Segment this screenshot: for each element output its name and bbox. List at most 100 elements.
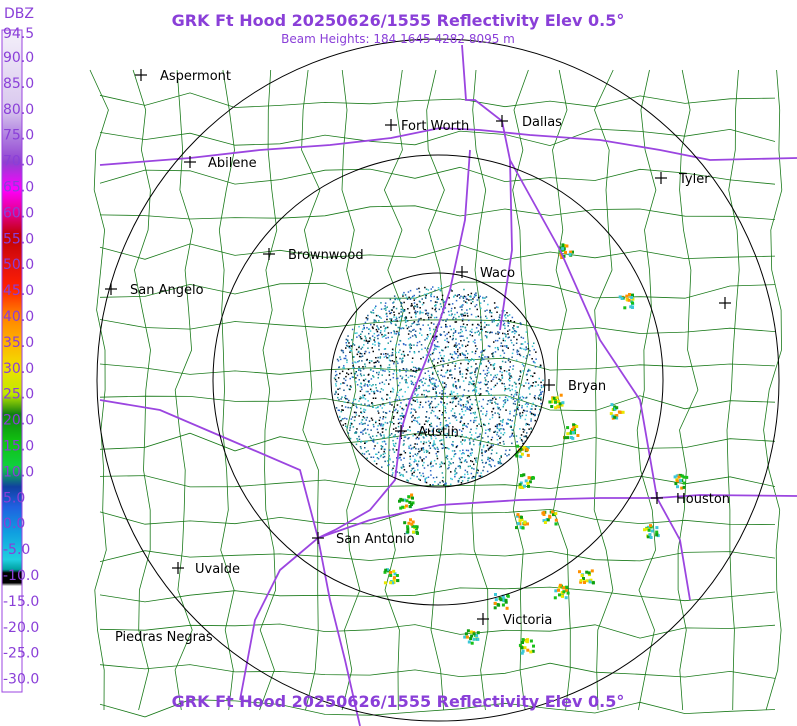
echo — [534, 419, 536, 422]
echo — [414, 417, 416, 419]
echo — [441, 294, 444, 297]
echo — [359, 352, 361, 355]
echo — [433, 459, 436, 462]
echo — [392, 306, 395, 309]
echo — [355, 381, 357, 383]
echo — [345, 344, 348, 347]
echo — [431, 430, 434, 433]
echo — [365, 419, 367, 421]
echo — [469, 419, 472, 422]
echo — [393, 444, 395, 447]
echo — [363, 344, 365, 346]
echo — [393, 415, 395, 418]
echo — [362, 429, 364, 432]
echo — [389, 378, 392, 381]
echo — [346, 359, 348, 361]
echo — [410, 522, 414, 526]
echo — [410, 408, 413, 410]
echo — [422, 384, 424, 387]
echo — [366, 384, 369, 386]
echo — [481, 449, 483, 451]
echo — [462, 380, 465, 382]
echo — [507, 418, 509, 421]
city-label: Dallas — [522, 115, 562, 130]
echo — [655, 530, 659, 534]
echo — [514, 330, 517, 332]
echo — [568, 252, 572, 256]
echo — [458, 457, 461, 459]
echo — [407, 521, 411, 525]
county-line — [593, 69, 614, 711]
echo — [434, 305, 436, 307]
echo — [489, 309, 491, 312]
echo — [413, 344, 415, 346]
echo — [338, 366, 341, 368]
echo — [412, 322, 415, 324]
echo — [381, 407, 383, 409]
echo — [353, 419, 356, 422]
echo — [387, 353, 389, 355]
echo — [394, 323, 397, 326]
echo — [488, 458, 490, 460]
echo — [510, 426, 512, 428]
echo — [484, 356, 486, 358]
county-line — [218, 69, 235, 711]
echo — [518, 483, 522, 487]
echo — [487, 356, 490, 358]
city-label: Austin — [418, 425, 459, 440]
echo — [453, 391, 455, 393]
city-label: San Antonio — [336, 532, 415, 547]
echo — [505, 449, 507, 452]
echo — [382, 423, 385, 426]
echo — [447, 434, 449, 437]
echo — [383, 404, 386, 406]
echo — [533, 372, 536, 374]
echo — [534, 362, 536, 364]
echo — [349, 407, 352, 409]
echo — [391, 336, 393, 338]
echo — [625, 294, 629, 298]
echo — [680, 486, 684, 490]
echo — [343, 357, 345, 360]
echo — [405, 403, 408, 406]
echo — [647, 525, 651, 529]
echo — [497, 331, 499, 333]
echo — [493, 431, 495, 433]
echo — [476, 404, 478, 406]
echo — [408, 312, 411, 314]
echo — [411, 467, 413, 470]
echo — [355, 403, 357, 405]
echo — [389, 401, 391, 404]
echo — [677, 473, 681, 477]
echo — [471, 403, 474, 406]
echo — [530, 428, 533, 430]
echo — [360, 348, 362, 350]
echo — [362, 397, 365, 399]
echo — [346, 398, 349, 400]
echo — [491, 414, 494, 416]
echo — [454, 321, 456, 323]
echo — [398, 398, 401, 400]
echo — [509, 361, 511, 363]
echo — [441, 443, 444, 446]
echo — [419, 457, 422, 459]
echo — [459, 335, 461, 338]
echo — [475, 457, 478, 459]
echo — [502, 440, 505, 443]
echo — [481, 329, 483, 332]
echo — [368, 393, 371, 395]
echo — [508, 336, 510, 338]
echo — [459, 371, 461, 373]
echo — [499, 598, 503, 602]
echo — [414, 460, 416, 462]
echo — [472, 637, 476, 641]
echo — [446, 396, 449, 399]
echo — [395, 427, 397, 429]
echo — [491, 319, 493, 321]
echo — [418, 387, 420, 389]
echo — [373, 319, 375, 321]
echo — [406, 298, 409, 300]
echo — [501, 594, 505, 598]
echo — [580, 574, 584, 577]
echo — [509, 377, 511, 379]
